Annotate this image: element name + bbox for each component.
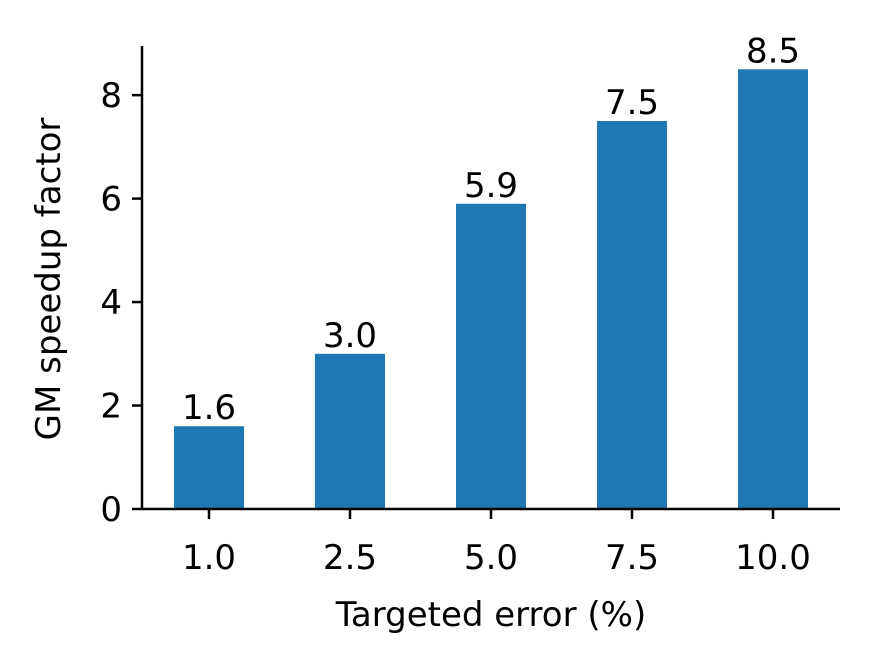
data-label-10.0: 8.5: [746, 31, 800, 71]
y-axis-ticks: 0 2 4 6 8: [100, 76, 142, 530]
x-tick-label: 7.5: [605, 538, 659, 578]
data-label-7.5: 7.5: [605, 83, 659, 123]
x-tick-label: 2.5: [323, 538, 377, 578]
y-tick-label: 0: [100, 490, 122, 530]
x-axis-label: Targeted error (%): [335, 595, 646, 635]
y-tick-label: 4: [100, 283, 122, 323]
bar-2.5: [315, 353, 385, 509]
data-label-5.0: 5.9: [464, 166, 518, 206]
x-tick-label: 1.0: [182, 538, 236, 578]
data-labels-group: 1.6 3.0 5.9 7.5 8.5: [182, 31, 800, 428]
bar-10.0: [738, 69, 808, 509]
y-tick-label: 8: [100, 76, 122, 116]
bars-group: [174, 69, 808, 510]
bar-1.0: [174, 426, 244, 509]
y-tick-label: 6: [100, 180, 122, 220]
y-tick-label: 2: [100, 387, 122, 427]
data-label-1.0: 1.6: [182, 388, 236, 428]
x-tick-label: 5.0: [464, 538, 518, 578]
x-tick-label: 10.0: [735, 538, 811, 578]
y-axis-label: GM speedup factor: [29, 118, 69, 441]
bar-5.0: [456, 203, 526, 510]
bar-7.5: [597, 121, 667, 509]
x-axis-ticks: 1.0 2.5 5.0 7.5 10.0: [182, 509, 811, 578]
data-label-2.5: 3.0: [323, 316, 377, 356]
